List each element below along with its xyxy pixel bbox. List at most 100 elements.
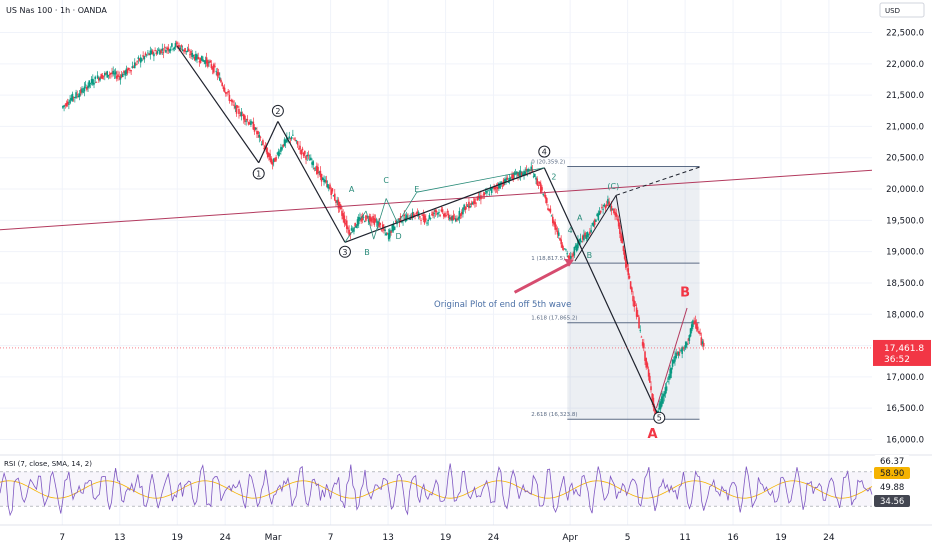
candle-body xyxy=(131,66,134,69)
candle-body xyxy=(583,234,585,241)
rebound-line[interactable] xyxy=(655,307,688,409)
candle-body xyxy=(541,187,543,191)
candle-body xyxy=(195,53,197,61)
candle-body xyxy=(686,343,688,346)
candle-body xyxy=(94,76,97,80)
subwave-segment[interactable] xyxy=(344,210,367,243)
candle-body xyxy=(313,168,316,169)
candle-body xyxy=(611,208,614,210)
candle-body xyxy=(257,131,259,135)
candle-body xyxy=(112,70,114,75)
candle-body xyxy=(78,93,81,97)
candle-body xyxy=(699,332,701,335)
candle-body xyxy=(572,253,574,257)
subwave-segment[interactable] xyxy=(397,191,418,224)
x-tick-label: 19 xyxy=(775,533,787,543)
candle-body xyxy=(343,215,346,224)
candle-body xyxy=(264,145,267,149)
candle-body xyxy=(181,49,184,52)
subwave-segment[interactable] xyxy=(416,167,545,193)
wave-segment[interactable] xyxy=(277,121,346,243)
rsi-tag xyxy=(874,495,910,507)
candle-body xyxy=(587,233,590,235)
candle-body xyxy=(332,195,335,197)
candle-body xyxy=(678,351,681,353)
candle-body xyxy=(381,224,384,229)
candle-body xyxy=(603,204,606,207)
candle-body xyxy=(637,314,639,317)
wave-marker xyxy=(653,411,666,424)
candle-body xyxy=(323,179,325,183)
candle-body xyxy=(665,386,668,391)
candle-body xyxy=(378,221,380,228)
candle-body xyxy=(75,92,77,98)
candle-body xyxy=(385,233,388,236)
candle-body xyxy=(336,200,338,203)
candle-body xyxy=(90,79,93,83)
candle-body xyxy=(283,139,286,146)
candle-body xyxy=(641,342,644,346)
candle-body xyxy=(562,248,565,250)
candle-body xyxy=(258,134,261,138)
fib-level-label: 0 (20,359.2) xyxy=(531,160,565,166)
candle-body xyxy=(690,324,693,332)
fib-level-label: 2.618 (16,323.8) xyxy=(531,412,577,418)
wave-lines[interactable] xyxy=(0,45,873,418)
wave-segment[interactable] xyxy=(344,167,545,243)
candle-body xyxy=(591,223,594,225)
candle-body xyxy=(292,134,294,136)
candle-body xyxy=(440,209,443,212)
candle-body xyxy=(419,216,421,218)
candle-body xyxy=(580,241,583,243)
corrective-wave[interactable] xyxy=(574,195,617,262)
countdown-value: 36:52 xyxy=(884,355,910,365)
candle-body xyxy=(550,215,553,217)
candle-body xyxy=(608,201,610,207)
candle-body xyxy=(324,179,327,183)
wave-segment[interactable] xyxy=(543,167,660,418)
candle-body xyxy=(540,183,542,193)
candle-body xyxy=(74,97,76,98)
candle-body xyxy=(138,58,141,61)
candle-body xyxy=(230,99,233,102)
wave-segment[interactable] xyxy=(176,45,260,164)
candle-body xyxy=(601,207,603,209)
candle-body xyxy=(71,93,74,101)
candle-body xyxy=(566,253,568,255)
candle-body xyxy=(69,99,71,104)
candle-body xyxy=(374,218,377,222)
candle-body xyxy=(425,218,427,221)
rsi-pane[interactable]: 66.37 58.90 49.88 34.56 xyxy=(0,454,932,517)
y-axis[interactable]: 16,000.016,500.017,000.017,500.018,000.0… xyxy=(0,0,932,525)
candle-body xyxy=(634,305,637,306)
candle-body xyxy=(432,212,434,217)
candle-body xyxy=(471,202,474,205)
candle-body xyxy=(203,60,206,62)
candle-body xyxy=(180,45,183,47)
last-price-tag[interactable] xyxy=(873,339,931,366)
currency-box[interactable] xyxy=(879,2,925,18)
subwave-segment[interactable] xyxy=(365,210,375,240)
candle-body xyxy=(482,194,485,196)
candle-body xyxy=(701,341,704,345)
subwave-segment[interactable] xyxy=(385,198,399,224)
corrective-wave[interactable] xyxy=(615,195,629,265)
candle-body xyxy=(290,136,293,140)
candle-body xyxy=(571,256,573,258)
trendline[interactable] xyxy=(0,169,873,231)
fib-extension[interactable]: 0 (20,359.2) 1 (18,817.5) 1.618 (17,865.2)… xyxy=(531,160,700,420)
x-axis[interactable]: 7 13 19 24 Mar 7 13 19 24 Apr 5 11 16 19 24 xyxy=(0,524,932,543)
candle-body xyxy=(89,83,92,84)
candle-body xyxy=(72,97,75,98)
candle-body xyxy=(445,215,447,217)
candle-body xyxy=(263,147,265,150)
candle-body xyxy=(649,375,651,383)
candle-body xyxy=(664,387,667,395)
candle-body xyxy=(63,105,65,107)
projection-line[interactable] xyxy=(615,166,700,196)
candle-body xyxy=(168,49,171,52)
wave-segment[interactable] xyxy=(258,121,279,164)
subwave-segment[interactable] xyxy=(373,198,387,240)
